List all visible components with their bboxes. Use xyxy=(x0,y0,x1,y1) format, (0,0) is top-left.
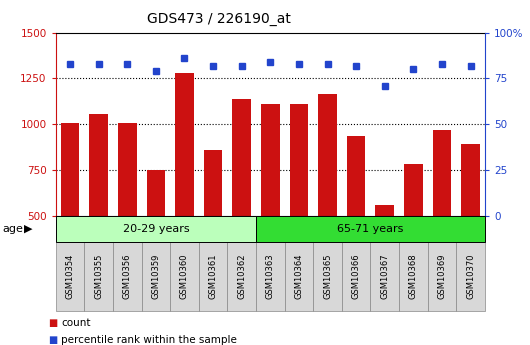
Bar xyxy=(56,241,84,310)
Bar xyxy=(370,241,399,310)
Bar xyxy=(313,241,342,310)
Bar xyxy=(289,104,308,216)
Text: GSM10370: GSM10370 xyxy=(466,253,475,299)
Bar xyxy=(461,144,480,216)
Bar xyxy=(84,241,113,310)
Text: GSM10363: GSM10363 xyxy=(266,253,275,299)
Bar xyxy=(113,241,142,310)
Text: ▶: ▶ xyxy=(24,224,32,234)
Text: GSM10365: GSM10365 xyxy=(323,253,332,299)
Text: GSM10369: GSM10369 xyxy=(438,253,446,299)
Bar xyxy=(227,241,256,310)
Bar xyxy=(375,205,394,216)
Text: GSM10356: GSM10356 xyxy=(123,253,131,299)
Text: 20-29 years: 20-29 years xyxy=(122,224,189,234)
Bar xyxy=(232,99,251,216)
Bar xyxy=(342,241,370,310)
Text: ■: ■ xyxy=(48,335,57,345)
Text: GSM10364: GSM10364 xyxy=(295,253,303,299)
Bar xyxy=(56,216,256,242)
Text: GSM10359: GSM10359 xyxy=(152,253,160,299)
Bar xyxy=(146,170,165,216)
Text: percentile rank within the sample: percentile rank within the sample xyxy=(61,335,237,345)
Bar xyxy=(256,216,485,242)
Bar xyxy=(261,104,280,216)
Text: GSM10366: GSM10366 xyxy=(352,253,360,299)
Bar xyxy=(175,73,194,216)
Text: GSM10360: GSM10360 xyxy=(180,253,189,299)
Bar xyxy=(285,241,313,310)
Text: 65-71 years: 65-71 years xyxy=(337,224,404,234)
Bar xyxy=(170,241,199,310)
Bar xyxy=(456,241,485,310)
Bar xyxy=(318,94,337,216)
Bar xyxy=(60,123,80,216)
Bar xyxy=(142,241,170,310)
Bar xyxy=(199,241,227,310)
Bar xyxy=(347,136,366,216)
Text: GSM10354: GSM10354 xyxy=(66,253,74,299)
Text: GDS473 / 226190_at: GDS473 / 226190_at xyxy=(147,12,291,26)
Bar xyxy=(404,165,423,216)
Text: count: count xyxy=(61,318,91,327)
Bar xyxy=(256,241,285,310)
Text: ■: ■ xyxy=(48,318,57,327)
Text: GSM10367: GSM10367 xyxy=(381,253,389,299)
Text: GSM10362: GSM10362 xyxy=(237,253,246,299)
Text: GSM10368: GSM10368 xyxy=(409,253,418,299)
Text: age: age xyxy=(3,224,23,234)
Bar xyxy=(432,130,452,216)
Text: GSM10355: GSM10355 xyxy=(94,253,103,299)
Bar xyxy=(204,150,223,216)
Text: GSM10361: GSM10361 xyxy=(209,253,217,299)
Bar xyxy=(428,241,456,310)
Bar xyxy=(89,114,108,216)
Bar xyxy=(118,123,137,216)
Bar xyxy=(399,241,428,310)
